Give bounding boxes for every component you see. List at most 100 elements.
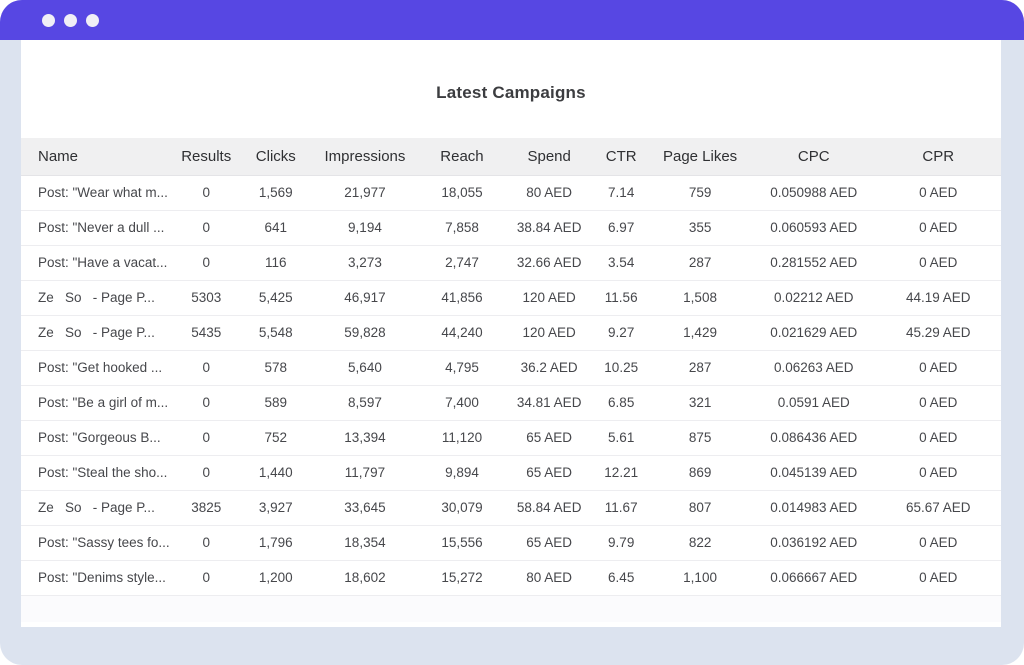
table-row[interactable]: Post: "Sassy tees fo... 0 1,796 18,354 15,55… — [21, 524, 1001, 560]
table-cell: 0 AED — [875, 244, 1001, 280]
table-cell: 0.036192 AED — [752, 524, 876, 560]
campaign-name-cell: Post: "Have a vacat... — [21, 244, 171, 280]
table-cell: 0 — [170, 454, 242, 490]
table-cell: 759 — [648, 175, 753, 210]
column-header-clicks[interactable]: Clicks — [241, 138, 311, 176]
campaign-name-cell: Post: "Be a girl of m... — [21, 384, 171, 420]
column-header-spend[interactable]: Spend — [504, 138, 595, 176]
table-cell: 15,556 — [419, 524, 505, 560]
table-cell: 11,797 — [310, 454, 420, 490]
table-cell: 3825 — [170, 489, 242, 525]
column-header-reach[interactable]: Reach — [419, 138, 505, 176]
column-header-name[interactable]: Name — [21, 138, 171, 176]
table-cell: 0.066667 AED — [752, 559, 876, 596]
table-cell: 287 — [648, 349, 753, 385]
campaign-name-cell: Post: "Never a dull ... — [21, 209, 171, 245]
table-cell: 287 — [648, 244, 753, 280]
table-cell: 1,429 — [648, 314, 753, 350]
table-cell: 9.79 — [594, 524, 649, 560]
table-row[interactable]: Ze So - Page P... 5303 5,425 46,917 41,856 12… — [21, 279, 1001, 315]
table-cell: 36.2 AED — [504, 349, 595, 385]
column-header-impressions[interactable]: Impressions — [310, 138, 420, 176]
table-cell: 0.0591 AED — [752, 384, 876, 420]
table-body: Post: "Wear what m... 0 1,569 21,977 18,055 8… — [21, 175, 1001, 596]
window-dot-icon[interactable] — [42, 13, 55, 27]
table-cell: 9.27 — [594, 314, 649, 350]
table-cell: 641 — [241, 209, 311, 245]
table-cell: 5,640 — [310, 349, 420, 385]
column-header-cpc[interactable]: CPC — [752, 138, 876, 176]
table-cell: 11.67 — [594, 489, 649, 525]
table-cell: 5303 — [170, 279, 242, 315]
table-cell: 0 AED — [875, 384, 1001, 420]
campaign-name-cell: Post: "Wear what m... — [21, 175, 171, 210]
campaign-name-cell: Ze So - Page P... — [21, 314, 171, 350]
table-cell: 38.84 AED — [504, 209, 595, 245]
table-row[interactable]: Post: "Get hooked ... 0 578 5,640 4,795 36.2 … — [21, 349, 1001, 385]
table-cell: 0.281552 AED — [752, 244, 876, 280]
table-cell: 58.84 AED — [504, 489, 595, 525]
table-cell: 1,200 — [241, 559, 311, 596]
table-row[interactable]: Post: "Gorgeous B... 0 752 13,394 11,120 65 A… — [21, 419, 1001, 455]
table-row[interactable]: Post: "Never a dull ... 0 641 9,194 7,858 38.… — [21, 209, 1001, 245]
window-dot-icon[interactable] — [86, 13, 99, 27]
window-titlebar — [0, 0, 1024, 40]
window-controls — [42, 13, 99, 27]
window-dot-icon[interactable] — [64, 13, 77, 27]
table-cell: 6.97 — [594, 209, 649, 245]
table-cell: 9,894 — [419, 454, 505, 490]
table-cell: 3.54 — [594, 244, 649, 280]
table-row[interactable]: Post: "Steal the sho... 0 1,440 11,797 9,894… — [21, 454, 1001, 490]
campaigns-card: Latest Campaigns Name Results Clicks Impres… — [21, 40, 1001, 627]
table-cell: 116 — [241, 244, 311, 280]
table-cell: 18,602 — [310, 559, 420, 596]
table-cell: 0.045139 AED — [752, 454, 876, 490]
table-cell: 7,400 — [419, 384, 505, 420]
table-cell: 8,597 — [310, 384, 420, 420]
table-cell: 120 AED — [504, 314, 595, 350]
campaign-name-cell: Post: "Sassy tees fo... — [21, 524, 171, 560]
table-cell: 0 — [170, 244, 242, 280]
table-cell: 0 — [170, 524, 242, 560]
table-cell: 2,747 — [419, 244, 505, 280]
table-cell: 5435 — [170, 314, 242, 350]
table-cell: 46,917 — [310, 279, 420, 315]
table-cell: 0 — [170, 419, 242, 455]
table-cell: 41,856 — [419, 279, 505, 315]
table-cell: 6.85 — [594, 384, 649, 420]
table-cell: 65 AED — [504, 419, 595, 455]
table-cell: 15,272 — [419, 559, 505, 596]
table-cell: 0 AED — [875, 524, 1001, 560]
campaign-name-cell: Ze So - Page P... — [21, 279, 171, 315]
table-row[interactable]: Post: "Have a vacat... 0 116 3,273 2,747 32.6… — [21, 244, 1001, 280]
column-header-cpr[interactable]: CPR — [875, 138, 1001, 176]
table-row[interactable]: Post: "Be a girl of m... 0 589 8,597 7,400 34… — [21, 384, 1001, 420]
table-cell: 18,055 — [419, 175, 505, 210]
table-cell: 5,425 — [241, 279, 311, 315]
table-cell: 0 AED — [875, 209, 1001, 245]
table-row[interactable]: Ze So - Page P... 3825 3,927 33,645 30,079 58… — [21, 489, 1001, 525]
table-cell: 34.81 AED — [504, 384, 595, 420]
table-row[interactable]: Post: "Denims style... 0 1,200 18,602 15,272… — [21, 559, 1001, 596]
table-cell: 5,548 — [241, 314, 311, 350]
table-row[interactable]: Ze So - Page P... 5435 5,548 59,828 44,240 12… — [21, 314, 1001, 350]
column-header-page-likes[interactable]: Page Likes — [648, 138, 753, 176]
table-cell: 3,273 — [310, 244, 420, 280]
table-cell: 0.050988 AED — [752, 175, 876, 210]
table-cell: 0.060593 AED — [752, 209, 876, 245]
table-cell: 0 — [170, 209, 242, 245]
column-header-results[interactable]: Results — [170, 138, 242, 176]
campaigns-table: Name Results Clicks Impressions Reach Spend CT… — [21, 138, 1001, 596]
campaign-name-cell: Ze So - Page P... — [21, 489, 171, 525]
table-cell: 0 — [170, 384, 242, 420]
table-cell: 589 — [241, 384, 311, 420]
table-cell: 12.21 — [594, 454, 649, 490]
table-cell: 1,100 — [648, 559, 753, 596]
table-cell: 44,240 — [419, 314, 505, 350]
table-cell: 869 — [648, 454, 753, 490]
campaign-name-cell: Post: "Denims style... — [21, 559, 171, 596]
table-cell: 0.02212 AED — [752, 279, 876, 315]
table-cell: 875 — [648, 419, 753, 455]
table-row[interactable]: Post: "Wear what m... 0 1,569 21,977 18,055 8… — [21, 175, 1001, 210]
column-header-ctr[interactable]: CTR — [594, 138, 649, 176]
